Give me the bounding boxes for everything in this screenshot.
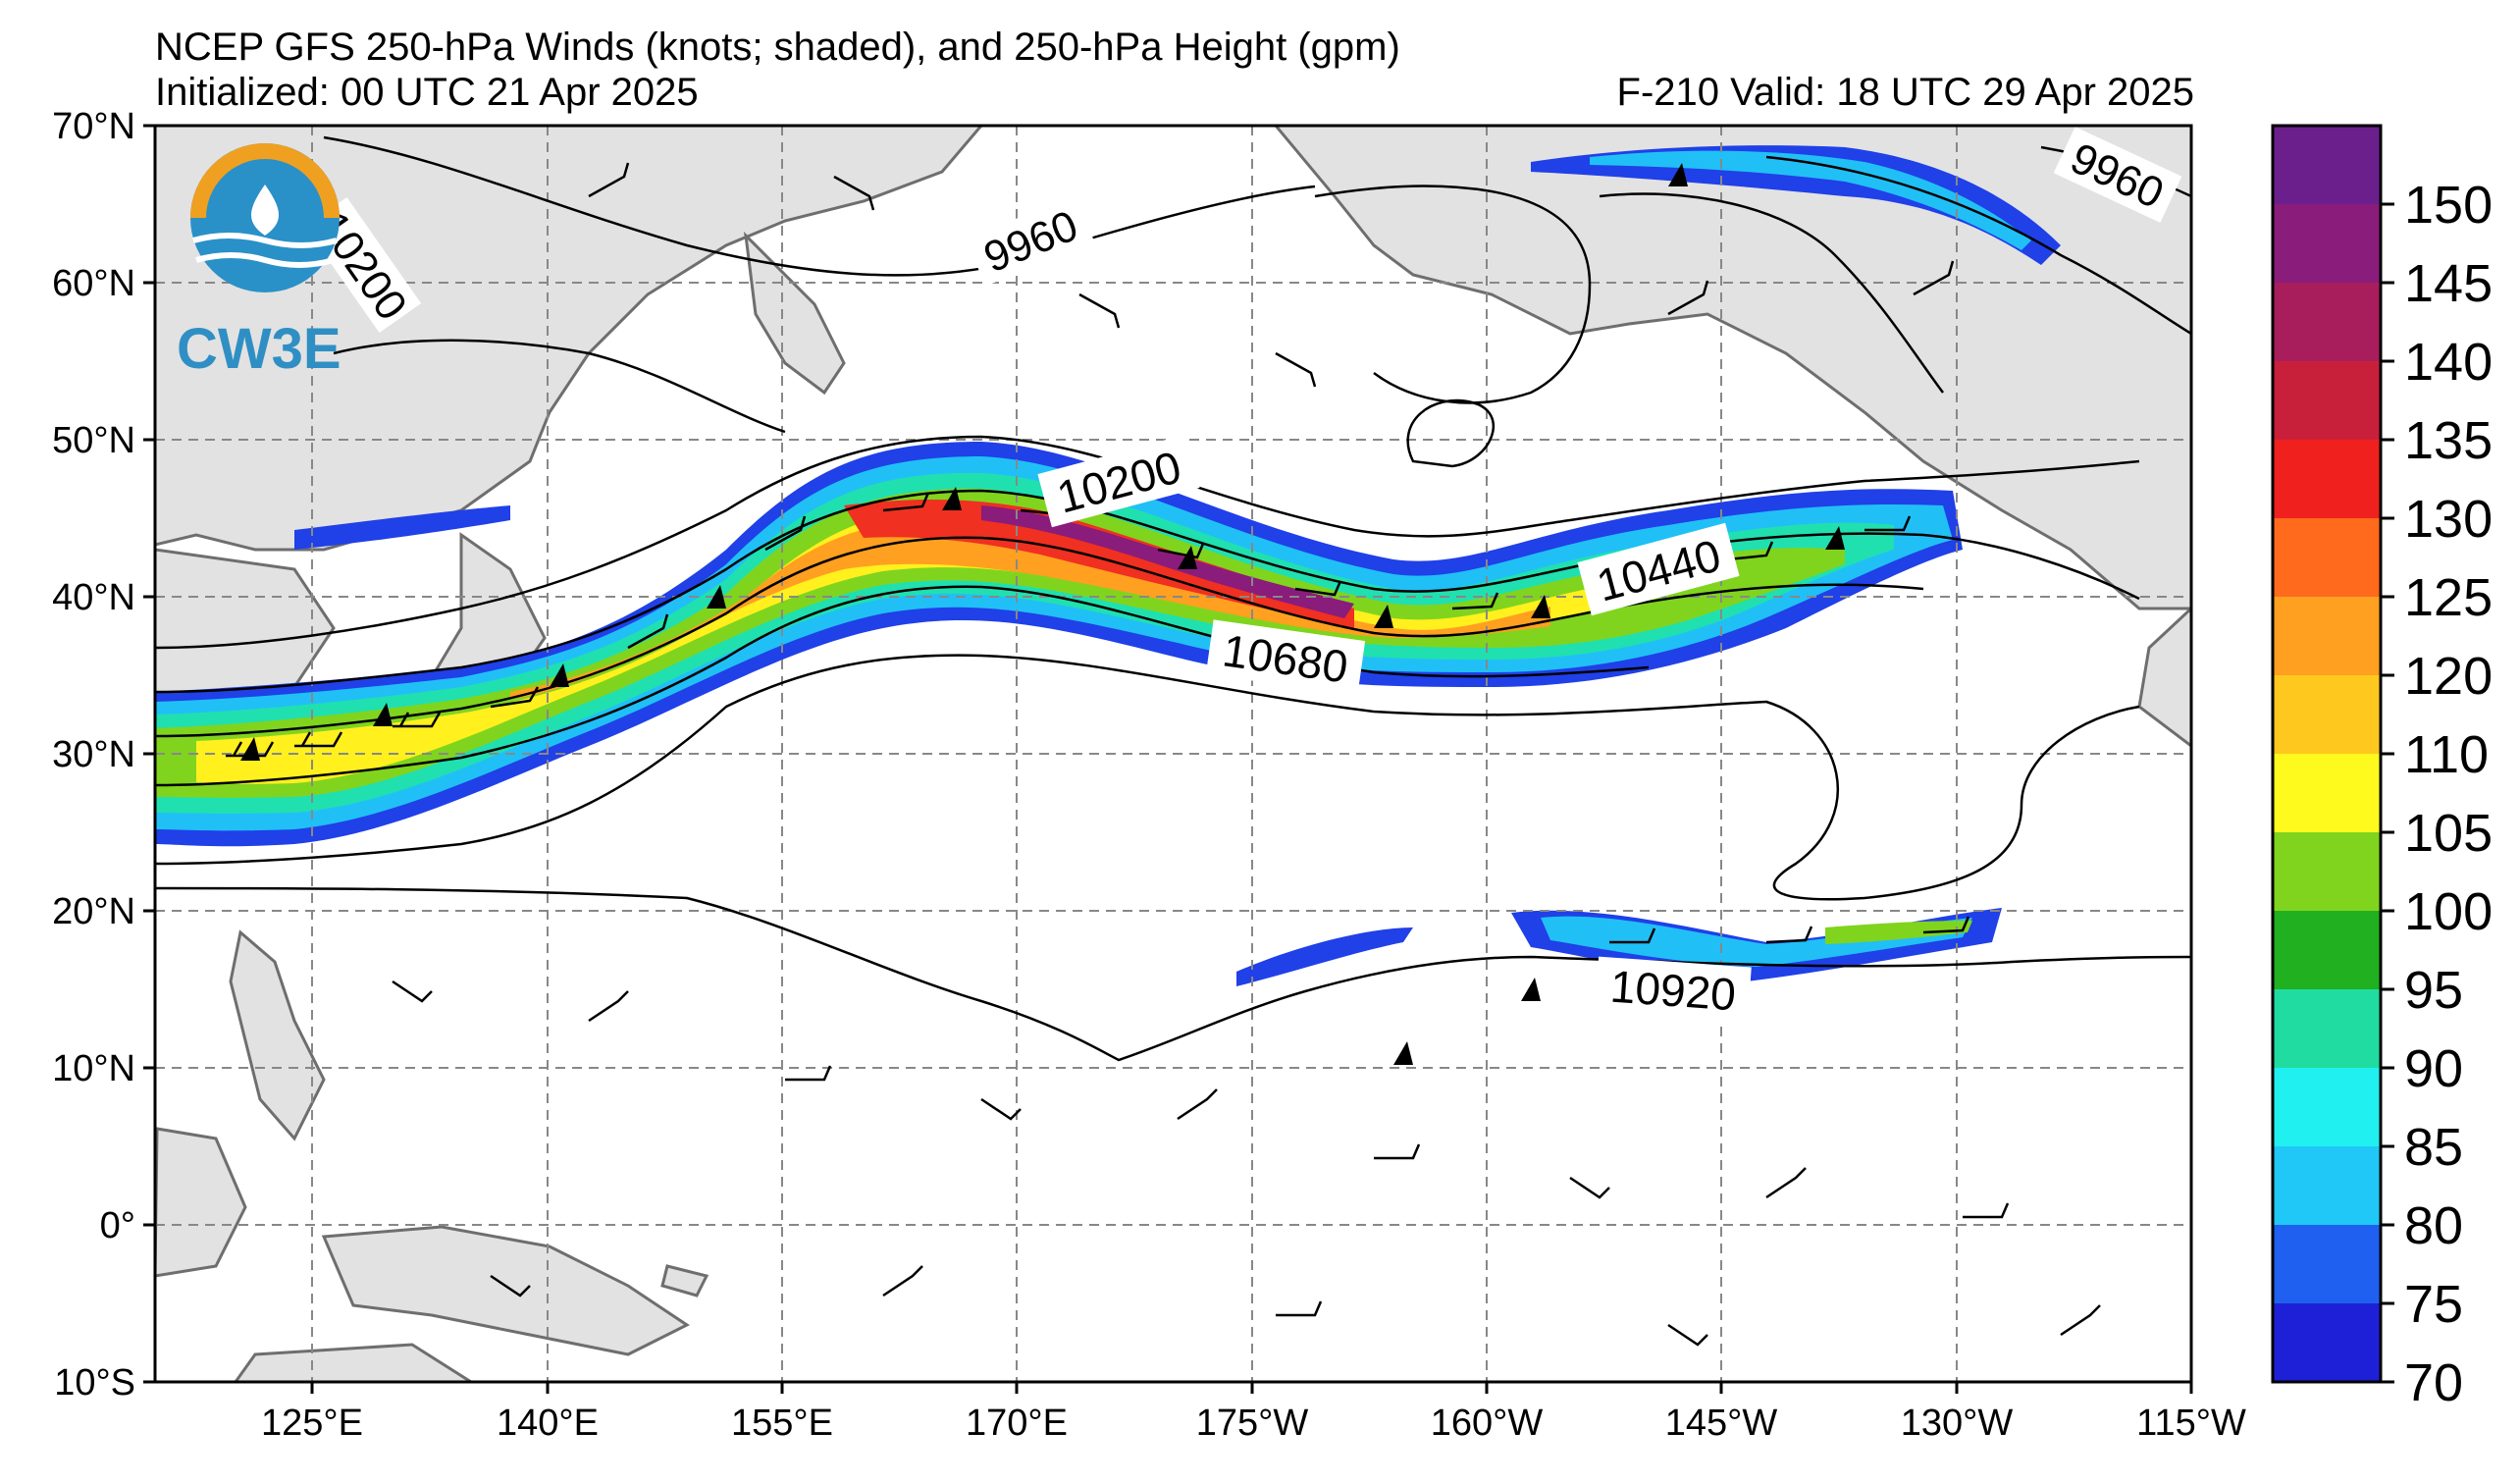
colorbar-segment	[2273, 204, 2381, 284]
lat-label-70n: 70°N	[52, 106, 135, 147]
logo-text: CW3E	[177, 317, 341, 381]
colorbar-segment	[2273, 440, 2381, 519]
colorbar-label: 70	[2404, 1353, 2463, 1412]
colorbar-label: 110	[2404, 725, 2489, 784]
colorbar-label: 120	[2404, 647, 2493, 706]
colorbar-segment	[2273, 1303, 2381, 1383]
colorbar-segment	[2273, 832, 2381, 912]
colorbar-segment	[2273, 1068, 2381, 1147]
colorbar-segment	[2273, 754, 2381, 833]
colorbar-label: 75	[2404, 1275, 2463, 1334]
colorbar-segment	[2273, 518, 2381, 598]
lon-label-115w: 115°W	[2136, 1403, 2246, 1444]
lat-label-10n: 10°N	[52, 1048, 135, 1089]
colorbar-label: 95	[2404, 961, 2463, 1020]
height-contours	[155, 135, 2191, 1062]
colorbar-label: 85	[2404, 1118, 2463, 1177]
lat-label-10s: 10°S	[54, 1362, 135, 1404]
colorbar-label: 130	[2404, 490, 2493, 549]
colorbar-segment	[2273, 911, 2381, 990]
lon-label-175w: 175°W	[1196, 1403, 1309, 1444]
colorbar-label: 135	[2404, 411, 2493, 470]
latitude-axis	[143, 124, 155, 1384]
colorbar-segment	[2273, 361, 2381, 441]
colorbar-segment	[2273, 126, 2381, 205]
valid-time: F-210 Valid: 18 UTC 29 Apr 2025	[1616, 71, 2194, 114]
contour-labels: 9960 10200 10440 10680 10920 9960	[304, 127, 2182, 1023]
colorbar-label: 125	[2404, 568, 2493, 627]
logo-drop-icon	[251, 185, 279, 236]
colorbar-segment	[2273, 283, 2381, 362]
colorbar-label: 145	[2404, 254, 2493, 313]
lat-label-40n: 40°N	[52, 577, 135, 618]
colorbar-label: 90	[2404, 1039, 2463, 1098]
lon-label-130w: 130°W	[1901, 1403, 2014, 1444]
lon-label-125e: 125°E	[261, 1403, 363, 1444]
colorbar-segment	[2273, 1146, 2381, 1226]
lon-label-160w: 160°W	[1431, 1403, 1544, 1444]
colorbar-label: 150	[2404, 176, 2493, 235]
logo-arc	[190, 143, 340, 218]
lat-label-0: 0°	[100, 1205, 135, 1246]
cw3e-logo: CW3E	[177, 143, 341, 381]
lat-label-50n: 50°N	[52, 420, 135, 461]
initialized-time: Initialized: 00 UTC 21 Apr 2025	[155, 71, 699, 114]
lat-label-20n: 20°N	[52, 891, 135, 932]
colorbar-segment	[2273, 675, 2381, 755]
lon-label-170e: 170°E	[966, 1403, 1068, 1444]
lon-label-155e: 155°E	[731, 1403, 833, 1444]
lon-label-140e: 140°E	[497, 1403, 599, 1444]
colorbar-label: 80	[2404, 1196, 2463, 1255]
colorbar-label: 100	[2404, 882, 2493, 941]
contour-label-10920: 10920	[1608, 961, 1737, 1021]
wind-flags	[240, 163, 1845, 1065]
colorbar-label: 105	[2404, 804, 2493, 863]
colorbar-label: 140	[2404, 333, 2493, 392]
lat-label-30n: 30°N	[52, 734, 135, 775]
lat-label-60n: 60°N	[52, 263, 135, 304]
longitude-axis	[310, 1382, 2193, 1394]
colorbar: 150 145 140 135 130 125 120 110 105 100 95 90 85 80 75…	[2271, 124, 2493, 1412]
colorbar-segment	[2273, 989, 2381, 1069]
colorbar-segment	[2273, 597, 2381, 676]
chart-title: NCEP GFS 250-hPa Winds (knots; shaded), …	[155, 26, 1400, 69]
colorbar-segment	[2273, 1225, 2381, 1304]
lon-label-145w: 145°W	[1665, 1403, 1778, 1444]
